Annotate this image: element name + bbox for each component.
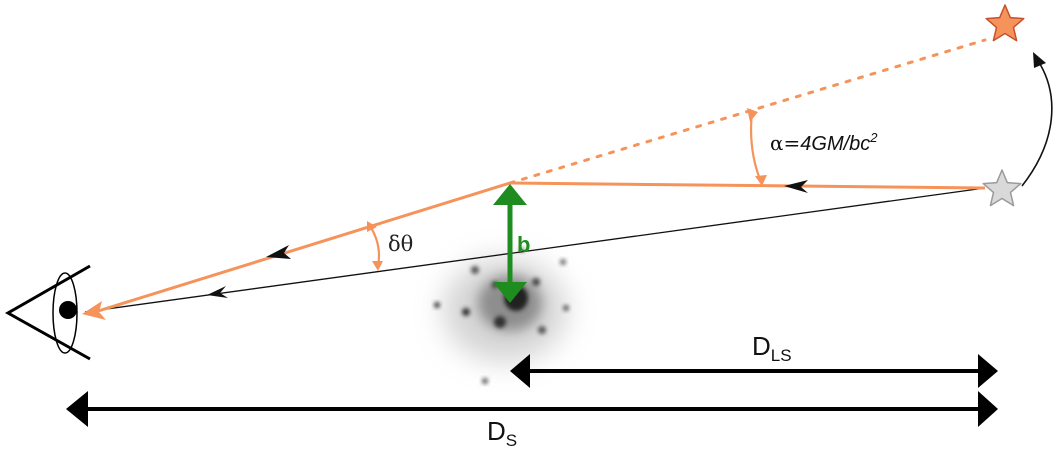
direction-arrowhead [207,286,228,298]
deflection-angle-arc [747,108,767,186]
apparent-shift-arc [367,221,383,271]
star-icon [985,4,1025,42]
eye-icon [4,264,91,361]
source-distance-arrow [66,391,998,427]
apparent-shift-label: δθ [388,232,413,256]
direction-arrowhead [784,180,808,193]
lens-source-distance-label: DLS [752,331,792,365]
deflected-light-ray [82,180,986,320]
impact-parameter-arrow [493,184,527,303]
apparent-motion-arc [1021,52,1053,187]
star-icon [982,169,1022,207]
impact-parameter-label: b [517,232,530,257]
apparent-direction-dotted-line [508,38,987,185]
source-distance-label: DS [487,416,517,450]
lens-source-distance-arrow [510,354,998,388]
galaxy-icon [434,247,569,384]
deflection-angle-label: α=4GM/bc2 [770,130,878,155]
direction-arrowhead [266,245,291,259]
true-line-of-sight [84,187,986,313]
observer-arrowhead [82,301,106,320]
